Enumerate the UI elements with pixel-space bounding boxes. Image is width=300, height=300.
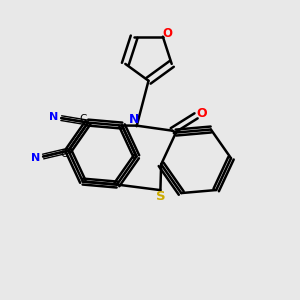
Text: O: O bbox=[162, 27, 172, 40]
Text: O: O bbox=[196, 107, 207, 120]
Text: S: S bbox=[156, 190, 166, 202]
Text: N: N bbox=[128, 112, 139, 126]
Text: N: N bbox=[49, 112, 58, 122]
Text: C: C bbox=[60, 148, 68, 159]
Text: N: N bbox=[31, 153, 40, 163]
Text: C: C bbox=[80, 114, 87, 124]
